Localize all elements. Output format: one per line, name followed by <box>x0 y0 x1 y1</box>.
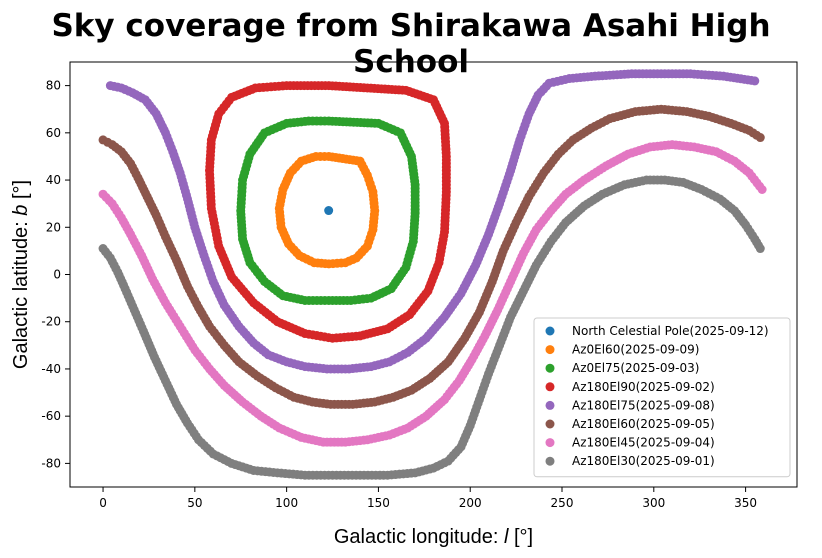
x-tick-label: 150 <box>367 496 390 510</box>
y-tick-label: -60 <box>41 409 61 423</box>
y-axis-label: Galactic latitude: b [°] <box>10 180 32 369</box>
series-0 <box>324 206 334 216</box>
legend-entry: Az180El60(2025-09-05) <box>572 417 715 431</box>
x-tick-label: 200 <box>459 496 482 510</box>
y-tick-label: 20 <box>46 220 61 234</box>
legend-marker <box>545 326 555 336</box>
legend-entry: Az0El60(2025-09-09) <box>572 343 699 357</box>
series-4 <box>105 69 760 374</box>
legend-marker <box>545 400 555 410</box>
y-tick-label: 60 <box>46 126 61 140</box>
series-7 <box>98 175 765 480</box>
legend-box <box>533 317 791 478</box>
data-point <box>750 76 760 86</box>
data-point <box>320 151 330 161</box>
legend: North Celestial Pole(2025-09-12) Az0El60(… <box>533 317 791 478</box>
series-5 <box>98 104 765 409</box>
data-point <box>755 244 765 254</box>
legend-entry: Az180El45(2025-09-04) <box>572 436 715 450</box>
data-point <box>320 116 330 126</box>
legend-entry: Az180El30(2025-09-01) <box>572 454 715 468</box>
y-tick-label: 80 <box>46 79 61 93</box>
legend-entry: Az180El90(2025-09-02) <box>572 380 715 394</box>
x-tick-label: 100 <box>275 496 298 510</box>
y-tick-label: -80 <box>41 456 61 470</box>
y-tick-label: -20 <box>41 315 61 329</box>
legend-entry: Az180El75(2025-09-08) <box>572 398 715 412</box>
legend-marker <box>545 382 555 392</box>
legend-marker <box>545 456 555 466</box>
data-point <box>324 206 334 216</box>
y-tick-label: 0 <box>53 268 61 282</box>
data-points-layer <box>98 69 767 480</box>
legend-marker <box>545 345 555 355</box>
legend-marker <box>545 363 555 373</box>
series-6 <box>98 140 767 447</box>
legend-entry: North Celestial Pole(2025-09-12) <box>572 324 769 338</box>
data-point <box>757 185 767 194</box>
data-point <box>320 81 330 91</box>
x-axis-label: Galactic longitude: l [°] <box>334 526 533 548</box>
x-tick-label: 50 <box>187 496 202 510</box>
y-tick-label: -40 <box>41 362 61 376</box>
ticks-layer: 0 50 100 150 200 250 300 350 -80 -60 -40 -20 0 20 40 60… <box>41 79 757 510</box>
series-2 <box>236 116 420 305</box>
x-tick-label: 350 <box>734 496 757 510</box>
x-tick-label: 250 <box>551 496 574 510</box>
series-1 <box>274 151 380 269</box>
legend-marker <box>545 419 555 429</box>
y-tick-label: 40 <box>46 173 61 187</box>
x-tick-label: 300 <box>642 496 665 510</box>
x-tick-label: 0 <box>99 496 107 510</box>
legend-marker <box>545 438 555 448</box>
series-3 <box>205 81 451 343</box>
legend-entry: Az0El75(2025-09-03) <box>572 361 699 375</box>
data-point <box>755 133 765 143</box>
